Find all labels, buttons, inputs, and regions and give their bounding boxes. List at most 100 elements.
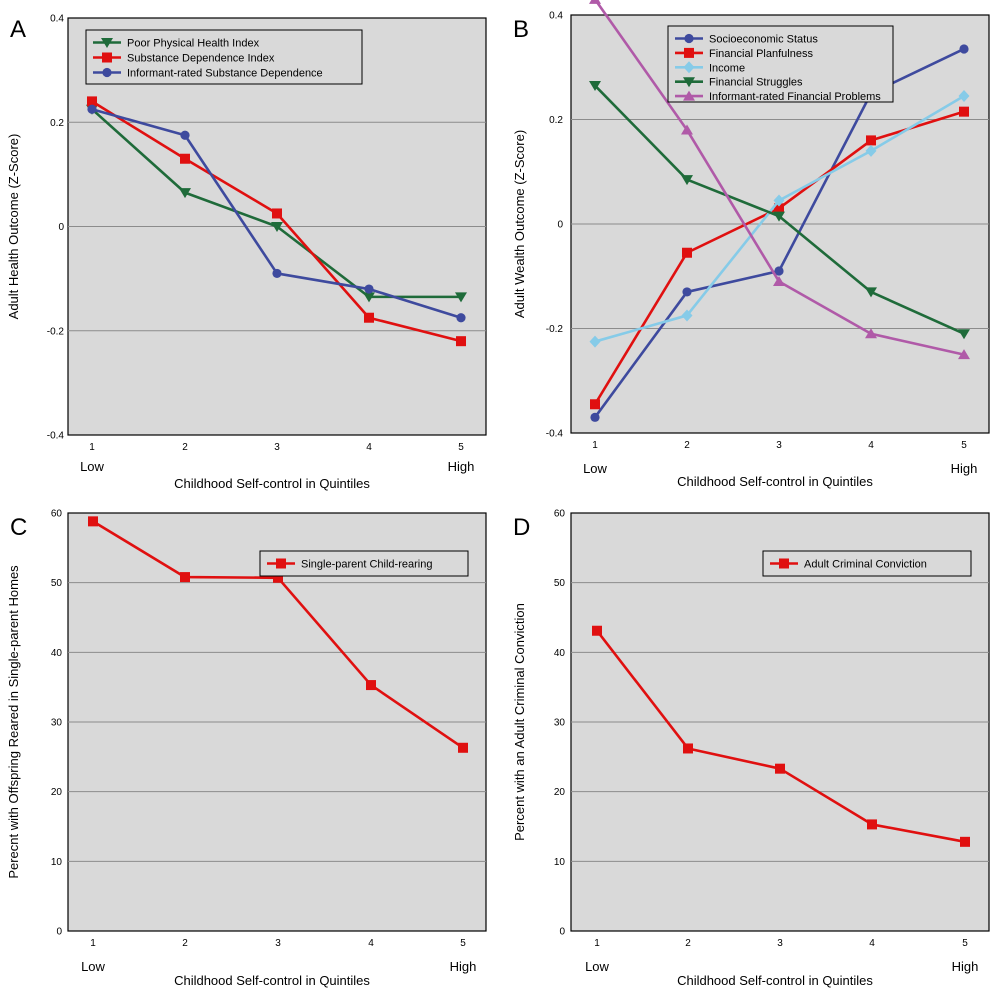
legend-marker bbox=[779, 558, 789, 569]
x-end-label-high: High bbox=[952, 959, 979, 974]
legend: Adult Criminal Conviction bbox=[762, 550, 972, 577]
x-tick-label: 5 bbox=[458, 442, 464, 453]
x-tick-label: 5 bbox=[961, 440, 967, 451]
data-point bbox=[773, 275, 785, 286]
x-tick-label: 1 bbox=[594, 938, 600, 949]
y-tick-label: 30 bbox=[554, 718, 566, 729]
legend-label: Income bbox=[709, 62, 745, 74]
x-end-label-high: High bbox=[450, 959, 477, 974]
legend-marker bbox=[683, 77, 695, 88]
data-point bbox=[959, 106, 969, 117]
legend-marker bbox=[683, 90, 695, 101]
data-point bbox=[958, 89, 970, 102]
legend-box bbox=[667, 25, 894, 103]
x-tick-label: 3 bbox=[777, 938, 783, 949]
data-point bbox=[681, 309, 693, 322]
x-end-label-low: Low bbox=[585, 959, 609, 974]
data-point bbox=[180, 130, 190, 140]
y-tick-label: 0.4 bbox=[50, 14, 64, 25]
y-tick-label: 20 bbox=[51, 787, 63, 798]
data-point bbox=[865, 144, 877, 157]
x-axis-label: Childhood Self-control in Quintiles bbox=[174, 973, 370, 988]
data-point bbox=[180, 572, 190, 583]
data-point bbox=[682, 287, 692, 297]
x-tick-label: 4 bbox=[368, 938, 374, 949]
y-axis-label: Adult Wealth Outcome (Z-Score) bbox=[512, 130, 527, 318]
x-tick-label: 3 bbox=[275, 938, 281, 949]
legend-label: Informant-rated Substance Dependence bbox=[127, 68, 323, 80]
panel-letter: B bbox=[513, 16, 529, 43]
legend-label: Adult Criminal Conviction bbox=[804, 559, 927, 571]
data-point bbox=[88, 516, 98, 527]
x-axis-label: Childhood Self-control in Quintiles bbox=[174, 476, 370, 491]
legend: Socioeconomic Status Financial Planfulnes… bbox=[667, 25, 894, 103]
x-tick-label: 3 bbox=[274, 442, 280, 453]
data-point bbox=[87, 96, 97, 107]
y-tick-label: -0.4 bbox=[546, 429, 564, 440]
data-point bbox=[958, 329, 970, 340]
data-point bbox=[272, 268, 282, 279]
data-point bbox=[682, 247, 692, 258]
y-axis-label: Adult Health Outcome (Z-Score) bbox=[6, 134, 21, 320]
y-axis-label: Perecnt with Offspring Reared in Single-… bbox=[6, 565, 21, 879]
x-tick-label: 1 bbox=[90, 938, 96, 949]
x-tick-label: 1 bbox=[89, 442, 95, 453]
x-end-label-high: High bbox=[448, 459, 475, 474]
legend-label: Substance Dependence Index bbox=[127, 53, 275, 65]
y-tick-label: 60 bbox=[554, 509, 566, 520]
y-tick-label: 0 bbox=[559, 927, 565, 938]
x-tick-label: 2 bbox=[182, 442, 188, 453]
legend-marker bbox=[276, 558, 286, 569]
y-tick-label: 10 bbox=[554, 857, 566, 868]
data-point bbox=[590, 412, 600, 422]
x-tick-label: 2 bbox=[685, 938, 691, 949]
y-tick-label: 0 bbox=[58, 222, 64, 233]
legend-label: Informant-rated Financial Problems bbox=[709, 91, 881, 103]
y-tick-label: 30 bbox=[51, 718, 63, 729]
legend-label: Financial Struggles bbox=[709, 77, 803, 89]
x-axis-label: Childhood Self-control in Quintiles bbox=[677, 474, 873, 489]
y-tick-label: 0 bbox=[56, 927, 62, 938]
panel-c: C 60 50 40 30 20 10 0 1 2 3 4 5 Low High Childhood Self… bbox=[6, 509, 487, 988]
y-tick-label: 20 bbox=[554, 787, 566, 798]
data-point bbox=[364, 312, 374, 323]
y-tick-label: 60 bbox=[51, 509, 63, 520]
x-tick-label: 3 bbox=[776, 440, 782, 451]
data-point bbox=[867, 819, 877, 830]
y-tick-label: 0.2 bbox=[50, 118, 64, 129]
data-point bbox=[960, 836, 970, 847]
data-point bbox=[959, 44, 969, 54]
data-point bbox=[456, 313, 466, 323]
x-axis-label: Childhood Self-control in Quintiles bbox=[677, 973, 873, 988]
legend: Single-parent Child-rearing bbox=[259, 550, 469, 577]
x-end-label-low: Low bbox=[81, 959, 105, 974]
data-point bbox=[958, 349, 970, 360]
x-end-label-high: High bbox=[951, 461, 978, 476]
y-tick-label: 50 bbox=[51, 578, 63, 589]
data-point bbox=[366, 680, 376, 691]
legend: Poor Physical Health Index Substance Depe… bbox=[85, 29, 363, 85]
data-point bbox=[774, 266, 784, 276]
y-tick-label: 50 bbox=[554, 578, 566, 589]
x-tick-label: 4 bbox=[869, 938, 875, 949]
x-end-label-low: Low bbox=[583, 461, 607, 476]
x-tick-label: 4 bbox=[366, 442, 372, 453]
series-2 bbox=[589, 89, 970, 348]
data-point bbox=[592, 625, 602, 636]
data-point bbox=[775, 763, 785, 774]
data-point bbox=[272, 208, 282, 219]
data-point bbox=[455, 292, 467, 303]
legend-marker bbox=[102, 67, 112, 78]
series-0 bbox=[592, 625, 970, 847]
series-1 bbox=[87, 96, 466, 347]
x-tick-label: 2 bbox=[182, 938, 188, 949]
series-1 bbox=[590, 106, 969, 410]
panel-d: D 60 50 40 30 20 10 0 1 2 3 4 5 Low High Childhood Self… bbox=[512, 509, 990, 988]
data-point bbox=[865, 287, 877, 298]
x-tick-label: 2 bbox=[684, 440, 690, 451]
y-tick-label: 0.2 bbox=[549, 115, 563, 126]
x-tick-label: 5 bbox=[460, 938, 466, 949]
data-point bbox=[271, 222, 283, 232]
data-point bbox=[774, 203, 784, 214]
